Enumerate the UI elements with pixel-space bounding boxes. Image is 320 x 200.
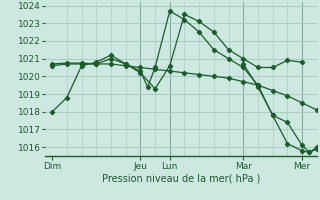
X-axis label: Pression niveau de la mer( hPa ): Pression niveau de la mer( hPa ) [102, 173, 260, 183]
